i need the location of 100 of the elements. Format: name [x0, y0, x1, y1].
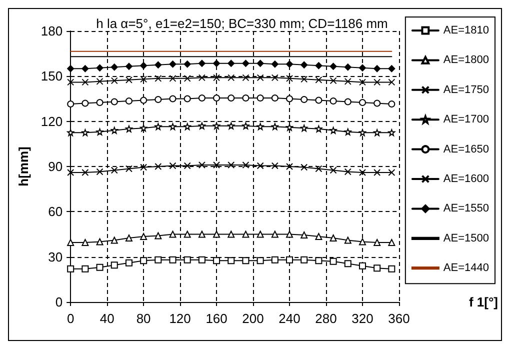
point: [169, 230, 176, 238]
point: [330, 77, 337, 84]
point: [286, 95, 294, 102]
point: [242, 257, 250, 264]
point: [388, 239, 396, 246]
legend-label: AE=1700: [443, 114, 490, 126]
legend-label: AE=1810: [443, 24, 490, 36]
point: [242, 60, 250, 67]
point: [154, 74, 162, 82]
point: [300, 61, 308, 68]
y-tick-label: 90: [48, 159, 63, 174]
point: [213, 122, 220, 130]
point: [256, 230, 264, 238]
point: [315, 257, 322, 264]
point: [140, 233, 148, 240]
point: [242, 74, 250, 82]
point: [271, 162, 278, 170]
point: [256, 162, 264, 170]
point: [67, 239, 74, 246]
point: [67, 169, 74, 176]
point: [67, 265, 74, 272]
point: [242, 161, 250, 168]
x-tick-label: 120: [169, 311, 191, 326]
point: [315, 76, 322, 84]
point: [358, 262, 366, 270]
point: [271, 123, 278, 130]
point: [344, 78, 352, 85]
point: [110, 236, 118, 244]
point: [154, 61, 162, 68]
point: [140, 124, 148, 132]
point: [300, 124, 308, 132]
point: [125, 259, 132, 266]
y-tick-label: 60: [48, 204, 63, 220]
chart-title: h la α=5°, e1=e2=150; BC=330 mm; CD=1186 mm: [96, 16, 388, 31]
point: [374, 264, 381, 272]
point: [256, 123, 264, 130]
point: [300, 256, 308, 264]
point: [184, 74, 191, 82]
point: [96, 99, 104, 106]
point: [140, 76, 148, 83]
point: [344, 98, 352, 106]
x-tick-label: 160: [206, 311, 228, 326]
point: [169, 123, 176, 130]
point: [198, 74, 206, 82]
point: [358, 169, 366, 176]
point: [67, 65, 74, 72]
point: [256, 74, 264, 82]
point: [271, 60, 278, 68]
x-tick-label: 80: [136, 311, 151, 326]
point: [286, 60, 294, 68]
point: [125, 125, 132, 132]
point: [271, 94, 278, 102]
point: [96, 64, 104, 72]
point: [330, 98, 337, 105]
point: [169, 74, 176, 82]
point: [198, 161, 206, 168]
point: [286, 74, 294, 82]
x-tick-label: 240: [278, 311, 300, 326]
point: [358, 78, 366, 86]
y-axis-title: h[mm]: [16, 146, 31, 186]
point: [286, 230, 294, 238]
point: [96, 264, 104, 271]
point: [184, 95, 191, 102]
x-tick-label: 200: [242, 311, 264, 326]
point: [374, 65, 381, 72]
point: [140, 96, 148, 104]
point: [256, 60, 264, 67]
point: [184, 230, 191, 238]
point: [300, 96, 308, 103]
point: [315, 96, 322, 104]
point: [374, 129, 381, 136]
point: [242, 230, 250, 238]
point: [271, 256, 278, 264]
point: [344, 260, 352, 268]
point: [169, 162, 176, 170]
point: [96, 78, 104, 85]
point: [82, 78, 89, 86]
point: [256, 94, 264, 102]
point: [228, 230, 235, 238]
point: [388, 65, 396, 72]
point: [388, 129, 396, 136]
point: [242, 94, 250, 102]
point: [169, 60, 176, 68]
point: [184, 123, 191, 130]
point: [358, 238, 366, 246]
point: [184, 60, 191, 68]
point: [330, 126, 337, 134]
point: [358, 64, 366, 72]
point: [96, 168, 104, 176]
point: [82, 65, 89, 72]
point: [228, 94, 235, 102]
point: [110, 77, 118, 84]
x-tick-label: 320: [352, 311, 374, 326]
point: [330, 258, 337, 265]
point: [213, 94, 220, 102]
point: [154, 163, 162, 170]
point: [286, 124, 294, 131]
point: [213, 74, 220, 82]
point: [228, 257, 235, 264]
point: [374, 239, 381, 246]
